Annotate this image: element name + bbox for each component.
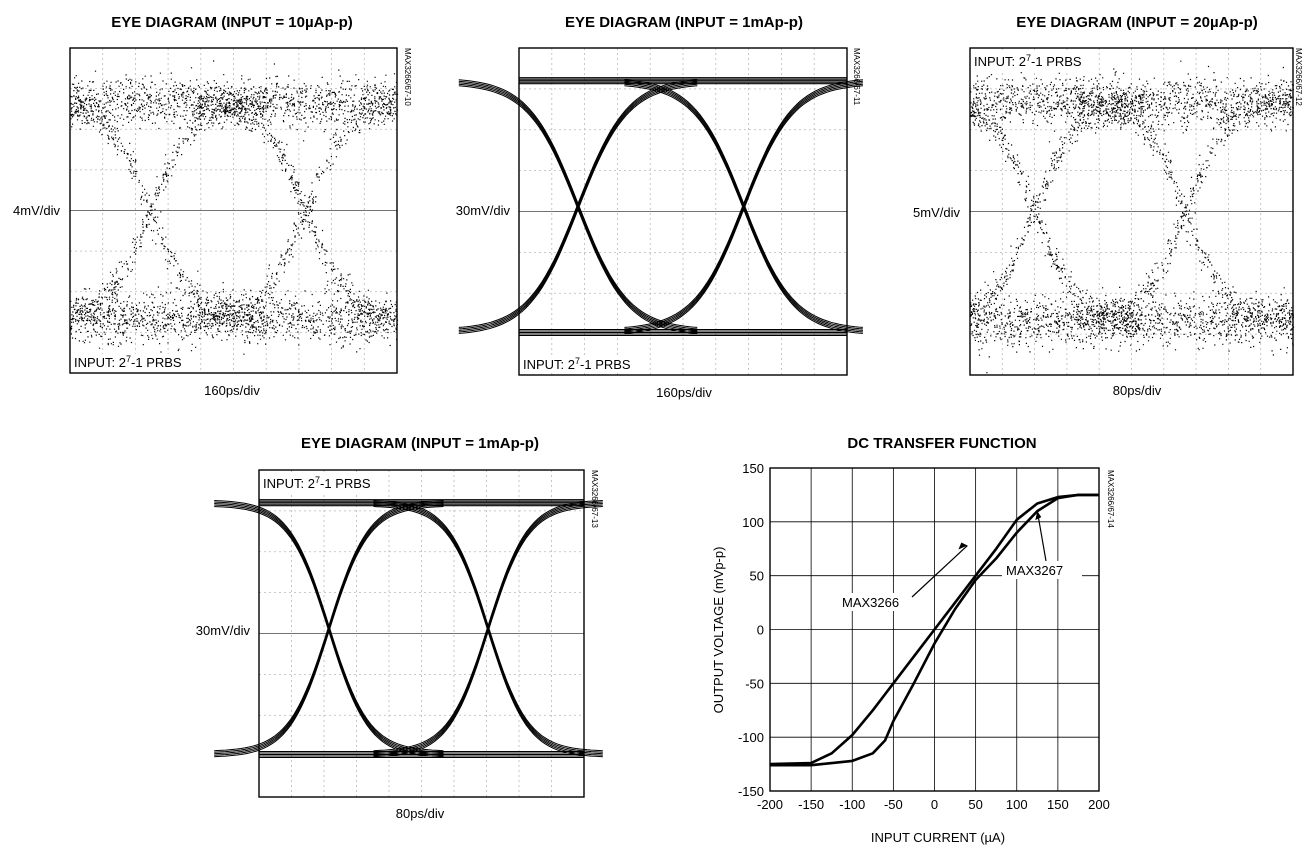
eye-diagram-3-frame [969, 47, 1294, 376]
eye-diagram-4-trace [214, 499, 603, 759]
eye-diagram-3-x-scale: 80ps/div [1113, 383, 1162, 398]
dc-transfer-title: DC TRANSFER FUNCTION [847, 435, 1036, 452]
annotation-max3266: MAX3266 [842, 595, 899, 610]
dc-x-tick-label: 50 [968, 797, 982, 812]
dc-transfer-chart: DC TRANSFER FUNCTION OUTPUT VOLTAGE (mVp… [711, 435, 1115, 845]
eye-diagram-2-trace [458, 77, 863, 337]
eye-diagram-3-title: EYE DIAGRAM (INPUT = 20µAp-p) [1016, 14, 1258, 31]
eye-diagram-1-y-scale: 4mV/div [13, 203, 60, 218]
dc-x-tick-label: -100 [839, 797, 865, 812]
eye-diagram-2-x-scale: 160ps/div [656, 385, 712, 400]
dc-x-tick-label: 200 [1088, 797, 1110, 812]
dc-transfer-y-axis-label: OUTPUT VOLTAGE (mVp-p) [711, 547, 726, 714]
dc-transfer-frame [769, 467, 1100, 792]
dc-y-tick-label: -50 [745, 676, 764, 691]
dc-transfer-code: MAX3266/67-14 [1106, 470, 1115, 528]
eye-diagram-2-y-scale: 30mV/div [456, 203, 511, 218]
series-line-max3266 [769, 493, 1099, 766]
eye-diagram-1-trace [70, 60, 399, 363]
eye-diagram-3-trace [970, 60, 1295, 374]
eye-diagram-1-title: EYE DIAGRAM (INPUT = 10µAp-p) [111, 14, 353, 31]
eye-diagram-2-title: EYE DIAGRAM (INPUT = 1mAp-p) [565, 14, 803, 31]
dc-y-tick-label: 150 [742, 461, 764, 476]
series-line-max3267 [770, 493, 1099, 767]
annotation-max3266-arrow [911, 545, 968, 598]
dc-y-tick-label: -150 [738, 784, 764, 799]
eye-diagram-1-x-scale: 160ps/div [204, 383, 260, 398]
dc-transfer-x-axis-label: INPUT CURRENT (µA) [871, 830, 1005, 845]
eye-diagram-4-title: EYE DIAGRAM (INPUT = 1mAp-p) [301, 435, 539, 452]
eye-diagram-2-frame [518, 47, 848, 376]
eye-diagram-3-y-scale: 5mV/div [913, 205, 960, 220]
eye-diagram-panel-2: EYE DIAGRAM (INPUT = 1mAp-p) 30mV/div 16… [456, 14, 863, 400]
dc-x-tick-label: 0 [931, 797, 938, 812]
eye-diagram-4-code: MAX3266/67-13 [590, 470, 599, 528]
dc-y-tick-label: 50 [750, 569, 764, 584]
dc-x-tick-label: 150 [1047, 797, 1069, 812]
eye-diagram-1-input-note: INPUT: 27-1 PRBS [74, 354, 182, 370]
dc-y-tick-label: 0 [757, 623, 764, 638]
eye-diagram-3-code: MAX3266/67-12 [1294, 48, 1303, 106]
dc-x-tick-label: 100 [1006, 797, 1028, 812]
eye-diagram-4-x-scale: 80ps/div [396, 806, 445, 821]
eye-diagram-1-code: MAX3266/67-10 [403, 48, 412, 106]
dc-y-tick-label: -100 [738, 730, 764, 745]
eye-diagram-2-code: MAX3266/67-11 [852, 48, 861, 106]
eye-diagram-3-input-note: INPUT: 27-1 PRBS [974, 53, 1082, 69]
dc-x-tick-label: -50 [884, 797, 903, 812]
dc-y-tick-label: 100 [742, 515, 764, 530]
eye-diagram-4-y-scale: 30mV/div [196, 623, 251, 638]
eye-diagram-2-graticule [519, 48, 847, 375]
eye-diagram-panel-1: EYE DIAGRAM (INPUT = 10µAp-p) 4mV/div 16… [13, 14, 412, 398]
eye-diagram-panel-3: EYE DIAGRAM (INPUT = 20µAp-p) 5mV/div 80… [913, 14, 1303, 398]
eye-diagram-1-frame [69, 47, 398, 374]
dc-x-tick-label: -150 [798, 797, 824, 812]
eye-diagram-4-input-note: INPUT: 27-1 PRBS [263, 475, 371, 491]
annotation-max3267: MAX3267 [1006, 563, 1063, 578]
eye-diagram-4-frame [258, 469, 585, 798]
dc-x-tick-label: -200 [757, 797, 783, 812]
annotation-max3267-arrow [1036, 510, 1047, 562]
eye-diagram-4-graticule [259, 470, 584, 797]
eye-diagram-2-input-note: INPUT: 27-1 PRBS [523, 356, 631, 372]
eye-diagram-panel-4: EYE DIAGRAM (INPUT = 1mAp-p) 30mV/div 80… [196, 435, 603, 821]
